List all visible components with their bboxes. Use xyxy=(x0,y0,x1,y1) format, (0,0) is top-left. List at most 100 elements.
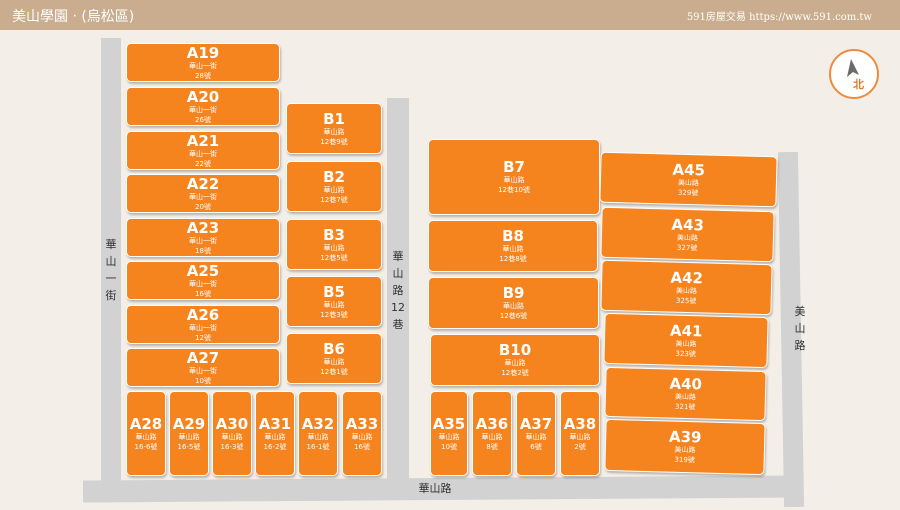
lot-code: A42 xyxy=(670,268,704,287)
lot-a26: A26 華山一街 12號 xyxy=(126,305,280,344)
lot-code: A45 xyxy=(672,160,706,179)
lot-a40: A40 美山路 321號 xyxy=(604,366,767,422)
lot-a22: A22 華山一街 20號 xyxy=(126,174,280,213)
road-huashan-1st-street xyxy=(101,38,121,485)
lot-code: A30 xyxy=(215,414,249,433)
lot-a37: A37 華山路 6號 xyxy=(516,391,556,476)
road-label-left: 華山一街 xyxy=(105,238,117,302)
lot-number: 16-1號 xyxy=(306,442,330,451)
lot-a31: A31 華山路 16-2號 xyxy=(255,391,295,476)
lot-street: 華山路 xyxy=(323,127,345,136)
lot-number: 22號 xyxy=(195,159,211,168)
lot-a19: A19 華山一街 28號 xyxy=(126,43,280,82)
lot-a29: A29 華山路 16-5號 xyxy=(169,391,209,476)
lot-code: B5 xyxy=(323,282,345,301)
lot-a30: A30 華山路 16-3號 xyxy=(212,391,252,476)
compass: 北 xyxy=(829,49,879,99)
lot-number: 12巷2號 xyxy=(501,369,529,377)
lot-number: 16號 xyxy=(354,442,370,451)
lot-number: 16-5號 xyxy=(177,442,201,451)
lot-code: A27 xyxy=(186,348,220,367)
lot-a33: A33 華山路 16號 xyxy=(342,391,382,476)
lot-code: A25 xyxy=(186,261,220,280)
lot-a39: A39 美山路 319號 xyxy=(604,418,766,476)
lot-code: B9 xyxy=(502,284,525,302)
lot-street: 華山路 xyxy=(178,432,200,441)
compass-north-label: 北 xyxy=(853,78,864,91)
lot-code: A26 xyxy=(186,305,220,324)
lot-a45: A45 美山路 329號 xyxy=(599,151,778,208)
lot-street: 華山一街 xyxy=(189,61,217,70)
lot-a28: A28 華山路 16-6號 xyxy=(126,391,166,476)
lot-b7: B7 華山路 12巷10號 xyxy=(428,139,600,215)
header-bar: 美山學園 ‧ (烏松區) 591房屋交易 https://www.591.com… xyxy=(0,0,900,30)
lot-street: 華山路 xyxy=(323,185,345,194)
lot-b3: B3 華山路 12巷5號 xyxy=(286,219,382,270)
lot-street: 華山路 xyxy=(135,432,157,441)
lot-street: 華山一街 xyxy=(189,236,217,245)
lot-code: A43 xyxy=(671,215,705,234)
lot-code: A35 xyxy=(432,414,466,433)
lot-code: A40 xyxy=(669,374,703,394)
lot-number: 12巷6號 xyxy=(499,312,528,320)
lot-number: 12巷8號 xyxy=(499,255,527,263)
lot-a42: A42 美山路 325號 xyxy=(600,259,773,316)
lot-code: A20 xyxy=(186,87,220,106)
north-arrow-icon xyxy=(847,59,859,77)
lot-a27: A27 華山一街 10號 xyxy=(126,348,280,387)
lot-a21: A21 華山一街 22號 xyxy=(126,131,280,170)
lot-b2: B2 華山路 12巷7號 xyxy=(286,161,382,212)
lot-code: A33 xyxy=(345,414,379,433)
lot-code: B2 xyxy=(323,167,345,186)
lot-street: 華山一街 xyxy=(189,105,217,114)
lot-a41: A41 美山路 323號 xyxy=(603,312,769,369)
lot-code: A38 xyxy=(563,414,597,433)
lot-street: 美山路 xyxy=(677,178,700,187)
road-label-bottom: 華山路 xyxy=(418,482,452,495)
lot-code: A32 xyxy=(301,414,335,433)
lot-number: 18號 xyxy=(195,246,211,255)
lot-number: 8號 xyxy=(486,442,498,451)
lot-a43: A43 美山路 327號 xyxy=(600,206,775,263)
lot-street: 華山路 xyxy=(307,432,329,441)
map-title: 美山學園 ‧ (烏松區) xyxy=(12,9,135,25)
site-label: 591房屋交易 https://www.591.com.tw xyxy=(686,12,872,23)
lot-a23: A23 華山一街 18號 xyxy=(126,218,280,257)
lot-street: 華山路 xyxy=(323,243,345,252)
lot-a25: A25 華山一街 16號 xyxy=(126,261,280,300)
lot-number: 26號 xyxy=(195,115,211,124)
lot-b1: B1 華山路 12巷9號 xyxy=(286,103,382,154)
lot-number: 10號 xyxy=(441,442,457,451)
lot-code: B1 xyxy=(323,109,345,128)
lot-a36: A36 華山路 8號 xyxy=(472,391,512,476)
lot-a38: A38 華山路 2號 xyxy=(560,391,600,476)
lot-number: 16號 xyxy=(195,289,211,298)
lot-b6: B6 華山路 12巷1號 xyxy=(286,333,382,384)
lot-street: 華山路 xyxy=(569,432,591,441)
lot-b8: B8 華山路 12巷8號 xyxy=(428,220,598,272)
road-label-middle: 華山路12巷 xyxy=(391,250,405,331)
lot-street: 華山路 xyxy=(438,432,460,441)
lot-b9: B9 華山路 12巷6號 xyxy=(428,277,599,329)
lot-number: 12號 xyxy=(195,333,211,342)
lot-a20: A20 華山一街 26號 xyxy=(126,87,280,126)
lot-number: 12巷3號 xyxy=(320,310,348,319)
lot-street: 華山路 xyxy=(323,357,345,366)
lot-code: A39 xyxy=(668,427,702,447)
lot-b10: B10 華山路 12巷2號 xyxy=(430,334,600,386)
lot-street: 華山路 xyxy=(481,432,503,441)
lot-street: 美山路 xyxy=(675,286,698,295)
lot-code: B3 xyxy=(323,225,345,244)
lot-code: A31 xyxy=(258,414,292,433)
lot-number: 329號 xyxy=(677,188,699,197)
lot-code: A22 xyxy=(186,174,220,193)
lot-number: 12巷10號 xyxy=(498,186,530,194)
lot-code: A19 xyxy=(186,43,220,62)
lot-code: A29 xyxy=(172,414,206,433)
lot-number: 12巷9號 xyxy=(320,137,348,146)
lot-a32: A32 華山路 16-1號 xyxy=(298,391,338,476)
lot-number: 2號 xyxy=(574,442,586,451)
lot-code: B10 xyxy=(498,341,532,359)
lot-number: 325號 xyxy=(675,296,697,305)
lot-street: 華山一街 xyxy=(189,323,217,332)
